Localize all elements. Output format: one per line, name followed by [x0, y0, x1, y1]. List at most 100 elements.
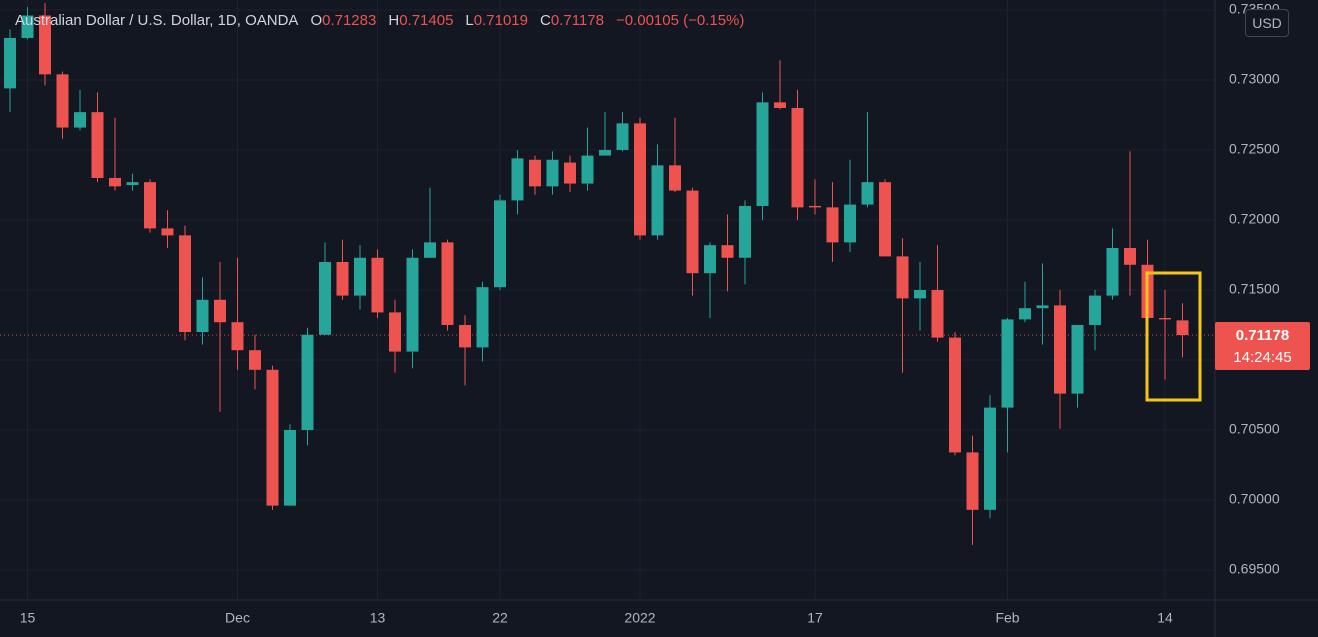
x-tick-label: 15 — [20, 610, 36, 626]
candle-body — [826, 207, 839, 243]
candle-body — [1054, 305, 1066, 394]
candle-body — [774, 102, 786, 108]
candle-body — [564, 162, 576, 184]
candle-body — [984, 407, 996, 510]
candle-body — [651, 165, 664, 236]
ohlc-value: 0.71283 — [322, 12, 377, 29]
candle-body — [371, 257, 384, 313]
candle-body — [1159, 317, 1171, 320]
candle-body — [844, 204, 856, 243]
countdown: 14:24:45 — [1233, 349, 1292, 366]
ohlc-letter: O — [310, 12, 323, 29]
candle-body — [546, 159, 559, 187]
candle-body — [1089, 295, 1101, 325]
candle-body — [266, 369, 279, 506]
candle-body — [949, 337, 961, 453]
candle-body — [634, 123, 646, 236]
candle-body — [21, 15, 34, 38]
candle-body — [301, 334, 314, 431]
candle-body — [319, 261, 331, 335]
candle-body — [284, 430, 296, 506]
ohlc-value: 0.71405 — [399, 12, 454, 29]
ohlc-value: 0.71178 — [550, 12, 604, 29]
candle-body — [389, 312, 401, 352]
candle-body — [354, 257, 366, 296]
last-price: 0.71178 — [1235, 327, 1290, 344]
candle-body — [529, 159, 541, 187]
candle-body — [616, 123, 629, 150]
candle-body — [791, 107, 804, 208]
candle-body — [1001, 319, 1014, 408]
candle-body — [476, 287, 489, 348]
candle-body — [686, 190, 699, 274]
candle-body — [196, 299, 209, 332]
x-tick-label: 13 — [370, 610, 386, 626]
candle-body — [1176, 320, 1189, 336]
ohlc-letter: L — [465, 12, 474, 29]
candle-body — [896, 256, 909, 299]
change: −0.00105 (−0.15%) — [615, 12, 745, 29]
x-tick-label: 17 — [807, 610, 823, 626]
candle-body — [214, 299, 226, 323]
x-tick-label: Feb — [995, 610, 1019, 626]
candle-body — [91, 112, 104, 178]
y-tick-label: 0.73000 — [1229, 71, 1280, 87]
y-tick-label: 0.70000 — [1229, 491, 1280, 507]
candle-body — [179, 235, 191, 332]
last-price-label: 0.71178 14:24:45 — [1215, 322, 1310, 370]
candle-body — [441, 242, 454, 325]
y-tick-label: 0.72500 — [1229, 141, 1280, 157]
legend-header: Australian Dollar / U.S. Dollar, 1D, OAN… — [15, 12, 756, 29]
x-tick-label: Dec — [225, 610, 250, 626]
candle-body — [879, 182, 891, 257]
candle-body — [861, 182, 874, 205]
x-tick-label: 14 — [1157, 610, 1173, 626]
x-tick-label: 2022 — [624, 610, 655, 626]
candle-body — [459, 324, 471, 348]
currency-button[interactable]: USD — [1245, 9, 1289, 37]
candle-body — [406, 257, 419, 352]
candle-body — [1124, 247, 1136, 265]
candle-body — [74, 112, 86, 128]
candle-body — [109, 177, 121, 187]
candle-body — [336, 261, 349, 296]
candle-body — [511, 158, 524, 201]
candle-body — [4, 37, 16, 89]
y-tick-label: 0.72000 — [1229, 211, 1280, 227]
ohlc-value: 0.71019 — [473, 12, 528, 29]
y-tick-label: 0.69500 — [1229, 561, 1280, 577]
candle-body — [581, 155, 594, 184]
candle-body — [39, 15, 51, 75]
candle-body — [1071, 324, 1084, 394]
candle-body — [704, 245, 716, 274]
candle-body — [809, 205, 821, 208]
candle-body — [249, 350, 261, 370]
candle-body — [599, 149, 611, 156]
candle-body — [161, 228, 174, 236]
candle-body — [424, 242, 436, 258]
candle-body — [931, 289, 944, 338]
candle-body — [494, 200, 506, 288]
candle-body — [1106, 247, 1119, 296]
candle-body — [1036, 305, 1049, 309]
candle-body — [966, 452, 979, 510]
symbol-title: Australian Dollar / U.S. Dollar, 1D, OAN… — [15, 12, 299, 29]
x-tick-label: 22 — [492, 610, 508, 626]
y-tick-label: 0.70500 — [1229, 421, 1280, 437]
candle-body — [739, 205, 751, 258]
candle-body — [756, 102, 769, 206]
highlight-box — [1145, 271, 1202, 402]
candle-body — [669, 165, 681, 191]
candle-body — [144, 182, 156, 229]
candle-body — [721, 245, 734, 258]
candle-body — [126, 182, 139, 185]
candle-body — [56, 74, 69, 128]
ohlc-letter: C — [540, 12, 551, 29]
candle-body — [914, 289, 926, 299]
candle-body — [1019, 308, 1031, 320]
candle-body — [231, 322, 244, 351]
ohlc-letter: H — [388, 12, 400, 29]
y-tick-label: 0.71500 — [1229, 281, 1280, 297]
